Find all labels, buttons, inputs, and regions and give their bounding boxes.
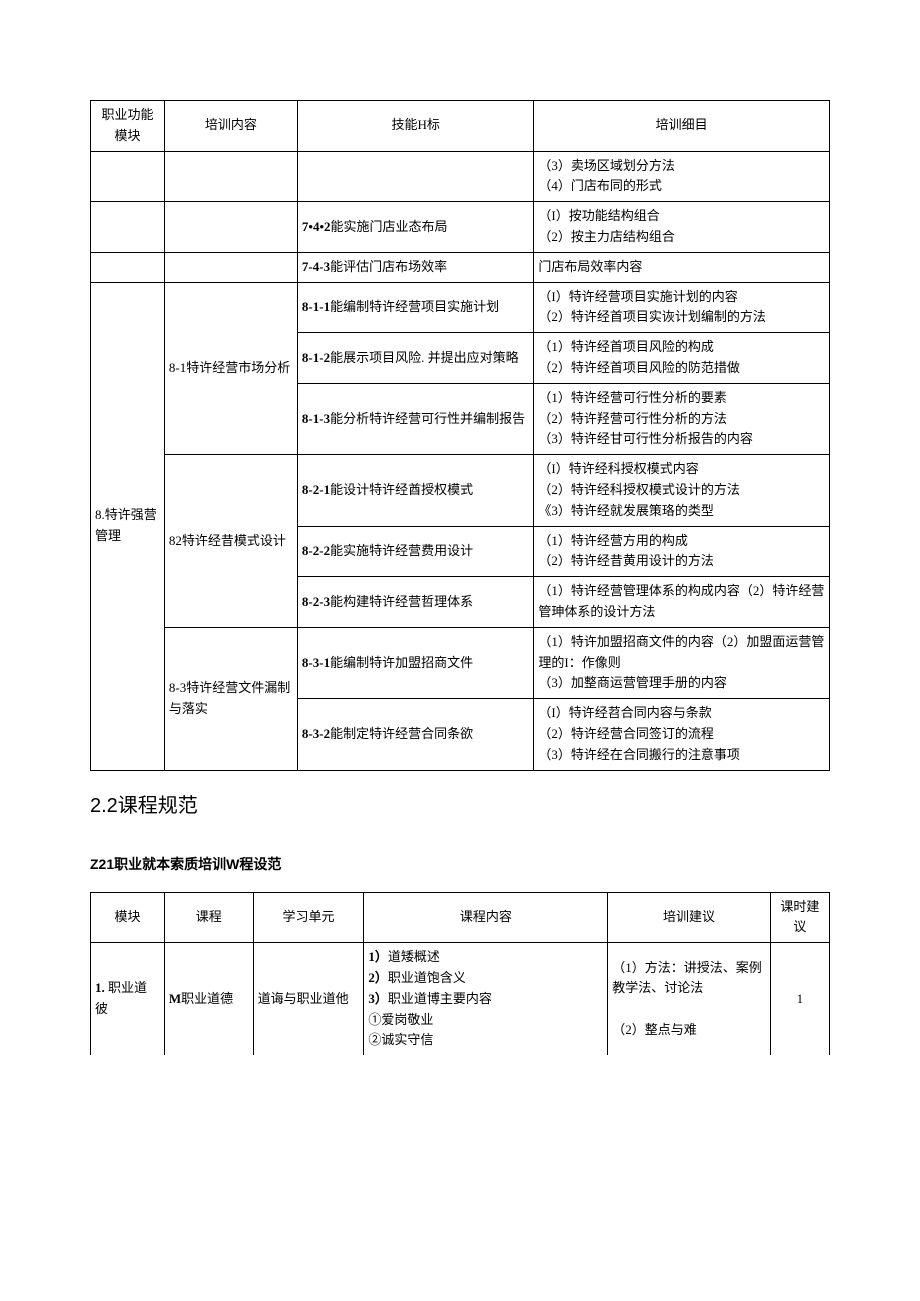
skill-cell: 8-2-1能设计特许经酋授权模式	[297, 455, 533, 526]
content-cell	[164, 151, 297, 202]
skills-table: 职业功能模块培训内容技能H标培训细目 （3）卖场区域划分方法（4）门店布同的形式…	[90, 100, 830, 771]
skill-cell: 7•4•2能实施门店业态布局	[297, 202, 533, 253]
table-header-cell: 课程内容	[364, 892, 608, 943]
content-cell: 8-3特许经营文件漏制与落实	[164, 627, 297, 770]
table-header-cell: 职业功能模块	[91, 101, 165, 152]
detail-cell: （I）特许经营项目实施计划的内容（2）特许经首项目实诙计划编制的方法	[534, 282, 830, 333]
table-header-cell: 培训建议	[608, 892, 771, 943]
module-cell: 8.特许强营管理	[91, 282, 165, 770]
course-cell: M职业道德	[164, 943, 253, 1055]
content-cell	[164, 202, 297, 253]
skill-cell: 8-2-3能构建特许经营哲理体系	[297, 577, 533, 628]
content-cell	[164, 252, 297, 282]
table-header-cell: 培训内容	[164, 101, 297, 152]
table-row: 7-4-3能评估门店布场效率门店布局效率内容	[91, 252, 830, 282]
unit-cell: 道诲与职业道他	[253, 943, 364, 1055]
module-cell: 1. 职业道彼	[91, 943, 165, 1055]
skill-cell: 8-2-2能实施特许经营费用设计	[297, 526, 533, 577]
table-row: 7•4•2能实施门店业态布局（I）按功能结构组合（2）按主力店结构组合	[91, 202, 830, 253]
module-cell	[91, 252, 165, 282]
skill-cell: 8-3-1能编制特许加盟招商文件	[297, 627, 533, 698]
table-row: （3）卖场区域划分方法（4）门店布同的形式	[91, 151, 830, 202]
course-content-cell: 1）道矮概述2）职业道饱含义3）职业道博主要内容①爱岗敬业②诚实守信	[364, 943, 608, 1055]
skill-cell: 8-1-2能展示项目风险. 并提出应对策略	[297, 333, 533, 384]
skill-cell: 8-1-3能分析特许经营可行性并编制报告	[297, 383, 533, 454]
module-cell	[91, 202, 165, 253]
section-heading: 2.2课程规范	[90, 789, 830, 818]
content-cell: 82特许经昔模式设计	[164, 455, 297, 628]
table-row: 1. 职业道彼M职业道德道诲与职业道他1）道矮概述2）职业道饱含义3）职业道博主…	[91, 943, 830, 1055]
table-header-cell: 课时建议	[770, 892, 829, 943]
table-header-row: 模块课程学习单元课程内容培训建议课时建议	[91, 892, 830, 943]
detail-cell: （1）特许经首项目风险的构成（2）特许经首项目风险的防范措做	[534, 333, 830, 384]
skill-cell: 8-1-1能编制特许经营项目实施计划	[297, 282, 533, 333]
table-header-cell: 模块	[91, 892, 165, 943]
hours-cell: 1	[770, 943, 829, 1055]
module-cell	[91, 151, 165, 202]
table-row: 82特许经昔模式设计8-2-1能设计特许经酋授权模式（I）特许经科授权模式内容（…	[91, 455, 830, 526]
detail-cell: （1）特许经营方用的构成（2）特许经昔黄用设计的方法	[534, 526, 830, 577]
sub-heading: Z21职业就本索质培训W程设范	[90, 854, 830, 874]
detail-cell: （1）特许加盟招商文件的内容（2）加盟面运营管理的I：作像则（3）加整商运营管理…	[534, 627, 830, 698]
skill-cell	[297, 151, 533, 202]
table-header-cell: 学习单元	[253, 892, 364, 943]
detail-cell: （1）特许经营可行性分析的要素（2）特许羟营可行性分析的方法（3）特许经甘可行性…	[534, 383, 830, 454]
content-cell: 8-1特许经营市场分析	[164, 282, 297, 455]
table-row: 8-3特许经营文件漏制与落实8-3-1能编制特许加盟招商文件（1）特许加盟招商文…	[91, 627, 830, 698]
skill-cell: 8-3-2能制定特许经营合同条欲	[297, 699, 533, 770]
detail-cell: （I）按功能结构组合（2）按主力店结构组合	[534, 202, 830, 253]
detail-cell: 门店布局效率内容	[534, 252, 830, 282]
detail-cell: （3）卖场区域划分方法（4）门店布同的形式	[534, 151, 830, 202]
table-header-cell: 课程	[164, 892, 253, 943]
table-header-cell: 培训细目	[534, 101, 830, 152]
table-header-row: 职业功能模块培训内容技能H标培训细目	[91, 101, 830, 152]
document-page: 职业功能模块培训内容技能H标培训细目 （3）卖场区域划分方法（4）门店布同的形式…	[0, 0, 920, 1115]
skill-cell: 7-4-3能评估门店布场效率	[297, 252, 533, 282]
detail-cell: （I）特许经苕合同内容与条款（2）特许经营合同签订的流程（3）特许经在合同搬行的…	[534, 699, 830, 770]
detail-cell: （I）特许经科授权模式内容（2）特许经科授权模式设计的方法《3）特许经就发展策珞…	[534, 455, 830, 526]
table-header-cell: 技能H标	[297, 101, 533, 152]
advice-cell: （1）方法：讲授法、案例教学法、讨论法 （2）整点与难	[608, 943, 771, 1055]
curriculum-table: 模块课程学习单元课程内容培训建议课时建议 1. 职业道彼M职业道德道诲与职业道他…	[90, 892, 830, 1056]
table-row: 8.特许强营管理8-1特许经营市场分析8-1-1能编制特许经营项目实施计划（I）…	[91, 282, 830, 333]
detail-cell: （1）特许经营管理体系的构成内容（2）特许经营管珅体系的设计方法	[534, 577, 830, 628]
